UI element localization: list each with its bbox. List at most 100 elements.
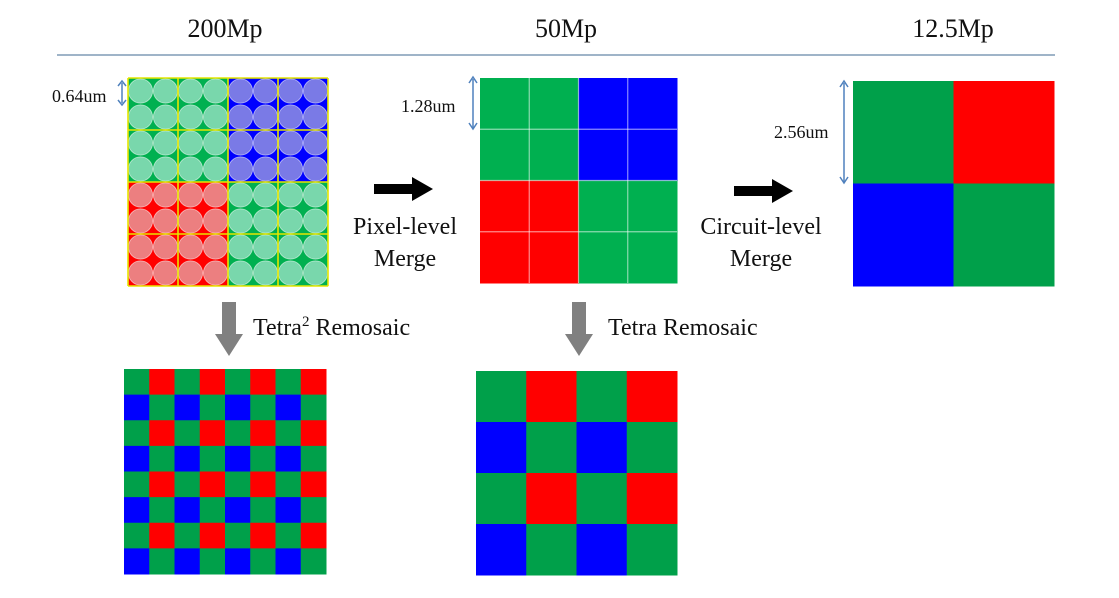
pixel-red	[250, 420, 276, 447]
pixel-green	[174, 471, 201, 498]
microlens-blue	[277, 156, 303, 182]
microlens-blue	[253, 104, 279, 130]
microlens-red	[152, 260, 179, 286]
microlens-red	[178, 260, 204, 286]
microlens-blue	[253, 156, 279, 182]
label-circuit-level-merge: Circuit-level Merge	[690, 211, 832, 275]
pixel-green	[300, 497, 327, 524]
pixel-blue	[124, 394, 150, 421]
microlens-red	[127, 260, 154, 286]
microlens-green	[228, 260, 254, 286]
microlens-blue	[228, 104, 254, 130]
microlens-red	[152, 208, 179, 234]
pixel-green	[225, 420, 251, 447]
pixel-blue	[124, 548, 150, 575]
pixel-red	[626, 473, 678, 525]
pixel-red	[149, 420, 175, 447]
sensor-12-5mp-pattern	[853, 81, 1055, 287]
pixel-green	[526, 524, 577, 576]
microlens-red	[203, 182, 229, 208]
pixel-green	[250, 394, 276, 421]
pixel-red	[199, 420, 226, 447]
header-12-5mp: 12.5Mp	[912, 14, 994, 43]
remosaic-8x8-bayer-pattern	[124, 369, 327, 575]
pixel-green	[576, 371, 628, 423]
pixel-red	[250, 522, 276, 549]
pixel-blue	[225, 445, 251, 472]
microlens-green	[253, 208, 279, 234]
microlens-green	[228, 234, 254, 260]
microlens-blue	[302, 78, 328, 104]
dimension-arrow-2-56um	[839, 79, 849, 185]
pixel-blue	[853, 183, 954, 287]
microlens-green	[302, 234, 328, 260]
dimension-arrow-0-64um	[117, 79, 127, 107]
microlens-blue	[253, 78, 279, 104]
dimension-label-1-28um: 1.28um	[401, 96, 456, 116]
sensor-200mp-tetra2-pattern	[127, 77, 329, 287]
microlens-red	[127, 208, 154, 234]
pixel-green	[225, 369, 251, 396]
microlens-green	[302, 208, 328, 234]
microlens-blue	[302, 156, 328, 182]
microlens-green	[228, 182, 254, 208]
pixel-green	[199, 445, 226, 472]
pixel-blue	[174, 548, 201, 575]
microlens-green	[127, 156, 154, 182]
pixel-blue	[476, 422, 527, 474]
microlens-green	[203, 104, 229, 130]
pixel-green	[275, 471, 302, 498]
pixel-red	[149, 471, 175, 498]
pixel-blue	[124, 497, 150, 524]
header-divider	[57, 54, 1055, 56]
pixel-green	[149, 394, 175, 421]
microlens-green	[178, 78, 204, 104]
microlens-green	[178, 156, 204, 182]
label-circuit-level: Circuit-level	[700, 214, 822, 240]
pixel-red	[149, 522, 175, 549]
microlens-red	[203, 208, 229, 234]
arrow-down-icon	[565, 302, 593, 356]
label-tetra-remosaic: Tetra Remosaic	[608, 315, 758, 341]
pixel-green	[626, 422, 678, 474]
pixel-red	[149, 369, 175, 396]
microlens-blue	[228, 156, 254, 182]
label-merge: Merge	[729, 246, 793, 272]
label-pixel-level-merge: Pixel-level Merge	[340, 211, 470, 275]
pixel-red	[250, 471, 276, 498]
pixel-green	[300, 548, 327, 575]
microlens-green	[152, 104, 179, 130]
label-superscript-2: 2	[301, 314, 310, 330]
microlens-green	[127, 78, 154, 104]
pixel-green	[174, 420, 201, 447]
pixel-red	[199, 369, 226, 396]
microlens-green	[203, 130, 229, 156]
label-pixel-level: Pixel-level	[353, 214, 457, 240]
microlens-red	[203, 234, 229, 260]
label-tetra2-remosaic: Tetra2 Remosaic	[253, 312, 410, 344]
microlens-green	[203, 78, 229, 104]
sensor-50mp-pattern	[480, 78, 678, 284]
pixel-green	[124, 369, 150, 396]
microlens-green	[253, 234, 279, 260]
pixel-green	[250, 548, 276, 575]
pixel-blue	[576, 422, 628, 474]
remosaic-4x4-bayer-pattern	[476, 371, 678, 576]
pixel-green	[225, 522, 251, 549]
pixel-red	[626, 371, 678, 423]
microlens-red	[178, 208, 204, 234]
pixel-green	[149, 445, 175, 472]
pixel-red	[250, 369, 276, 396]
pixel-blue	[476, 524, 527, 576]
pixel-green	[275, 369, 302, 396]
pixel-red	[199, 522, 226, 549]
pixel-red	[953, 81, 1055, 184]
label-merge: Merge	[373, 246, 437, 272]
pixel-green	[953, 183, 1055, 287]
microlens-red	[127, 182, 154, 208]
pixel-blue	[174, 394, 201, 421]
pixel-green	[199, 497, 226, 524]
microlens-blue	[228, 130, 254, 156]
microlens-green	[152, 78, 179, 104]
